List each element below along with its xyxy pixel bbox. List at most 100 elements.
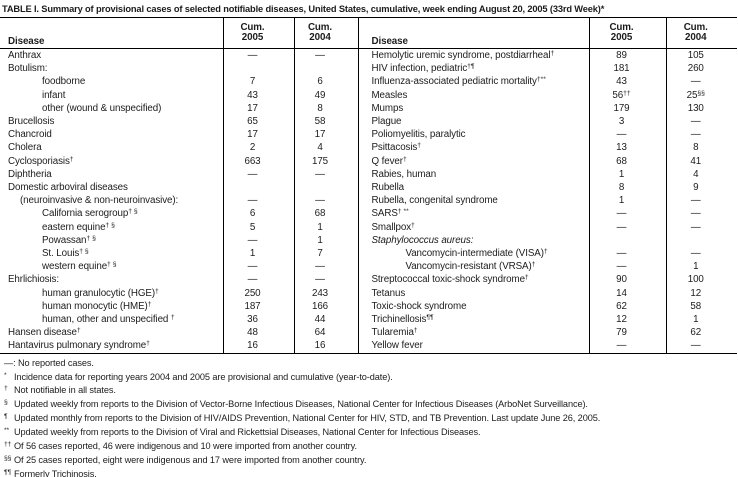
value-cell: 6 — [222, 207, 294, 221]
footnote-marker: † — [69, 155, 74, 163]
disease-cell: HIV infection, pediatric†¶ — [357, 62, 589, 76]
disease-cell: human, other and unspecified † — [0, 313, 223, 326]
value-cell: 5 — [222, 220, 294, 234]
value-cell: — — [588, 128, 666, 142]
col-header-disease-left: Disease — [0, 17, 223, 49]
value-cell: 1 — [588, 167, 666, 182]
footnote-marker: † — [155, 287, 159, 295]
disease-cell: Tularemia† — [357, 326, 589, 340]
value-cell: 65 — [222, 115, 294, 129]
value-cell: — — [222, 273, 294, 287]
value-cell: 90 — [588, 273, 666, 287]
table-row: Botulism: HIV infection, pediatric†¶ 181 26… — [0, 62, 737, 76]
disease-cell: other (wound & unspecified) — [0, 102, 223, 115]
value-cell: 58 — [293, 115, 358, 129]
value-cell: — — [293, 273, 358, 287]
cum-label: Cum. — [240, 21, 265, 33]
value-cell: 4 — [293, 141, 358, 155]
table-row: Hantavirus pulmonary syndrome† 16 16 Yellow… — [0, 339, 737, 354]
footnote-marker: §§ — [697, 89, 705, 97]
footnote-marker: † § — [128, 208, 138, 216]
cum-label: Cum. — [609, 21, 634, 33]
footnote-marker: † § — [105, 221, 115, 229]
footnote-marker: † — [147, 300, 152, 308]
footnote-text: —: No reported cases. — [4, 357, 94, 368]
disease-label: other (wound & unspecified) — [42, 102, 162, 114]
value-cell: 260 — [665, 62, 737, 76]
footnote-text: Updated weekly from reports to the Divis… — [14, 399, 588, 410]
col-header-cum-2005-right: Cum. 2005 — [588, 17, 666, 49]
disease-label: Tularemia — [371, 327, 414, 339]
table-header: Disease Cum. 2005 Cum. 2004 Disease Cum.… — [0, 17, 737, 49]
value-cell: — — [222, 48, 294, 63]
disease-cell: Smallpox† — [357, 220, 589, 234]
disease-cell: Poliomyelitis, paralytic — [357, 128, 589, 142]
value-cell: 2 — [222, 141, 294, 155]
value-cell — [293, 62, 358, 76]
disease-cell: Streptococcal toxic-shock syndrome† — [357, 273, 589, 287]
value-cell: 9 — [665, 181, 737, 195]
table-body: Anthrax — — Hemolytic uremic syndrome, post… — [0, 48, 737, 354]
disease-label: California serogroup — [42, 208, 129, 220]
footnote-marker: † — [543, 248, 548, 256]
value-cell — [665, 233, 737, 248]
value-cell: — — [665, 220, 737, 234]
value-cell: 17 — [293, 128, 358, 142]
footnotes: —: No reported cases. * Incidence data for… — [0, 354, 738, 477]
disease-cell: Plague — [357, 115, 589, 129]
value-cell: 56†† — [588, 88, 666, 102]
disease-label: Rubella, congenital syndrome — [371, 195, 498, 207]
disease-label: Q fever — [371, 155, 404, 167]
disease-cell: California serogroup† § — [0, 207, 223, 220]
disease-cell: Powassan† § — [0, 234, 223, 247]
table-row: Ehrlichiosis: — — Streptococcal toxic-shock… — [0, 273, 737, 287]
value-cell — [222, 181, 294, 195]
table-row: foodborne 7 6 Influenza-associated pediatri… — [0, 75, 737, 89]
value-cell: 43 — [222, 88, 294, 102]
value-cell: — — [222, 233, 294, 248]
table-row: other (wound & unspecified) 17 8 Mumps 179 13… — [0, 101, 737, 116]
disease-label: human, other and unspecified — [42, 314, 171, 326]
footnote-marker: † — [524, 274, 529, 282]
disease-label: Cyclosporiasis — [8, 155, 70, 167]
table-row: human monocytic (HME)† 187 166 Toxic-shock … — [0, 299, 737, 314]
value-cell: 62 — [665, 326, 737, 340]
value-cell: 181 — [588, 62, 666, 76]
disease-label: Powassan — [42, 234, 87, 246]
value-cell: 17 — [222, 101, 294, 116]
footnote-marker: § — [4, 399, 8, 407]
value-cell — [222, 62, 294, 76]
value-cell: — — [665, 75, 737, 89]
disease-label: Hemolytic uremic syndrome, postdiarrheal — [371, 50, 551, 61]
footnote-marker: † — [411, 221, 415, 229]
value-cell: — — [293, 194, 358, 208]
footnote-marker: §§ — [4, 455, 12, 463]
col-header-cum-2005-left: Cum. 2005 — [222, 17, 294, 49]
value-cell: 43 — [588, 75, 666, 89]
disease-label: Hantavirus pulmonary syndrome — [8, 340, 147, 352]
disease-label: Domestic arboviral diseases — [8, 182, 128, 194]
value-cell: 16 — [293, 339, 358, 354]
footnote-text: Updated weekly from reports to the Divis… — [14, 427, 481, 438]
disease-label: Measles — [371, 89, 408, 101]
disease-cell: Psittacosis† — [357, 141, 589, 155]
disease-cell: Rabies, human — [357, 167, 589, 182]
footnote-marker: † — [146, 340, 150, 348]
table-row: California serogroup† § 6 68 SARS† ** — — — [0, 207, 737, 221]
value-cell: — — [222, 167, 294, 182]
disease-cell: Toxic-shock syndrome — [357, 299, 589, 314]
disease-label: Vancomycin-intermediate (VISA) — [405, 248, 544, 260]
value-cell: 49 — [293, 88, 358, 102]
table-row: Chancroid 17 17 Poliomyelitis, paralytic — — — [0, 128, 737, 142]
disease-cell: Rubella, congenital syndrome — [357, 194, 589, 208]
value-cell: 44 — [293, 313, 358, 327]
disease-label: Mumps — [371, 102, 404, 114]
value-cell: 243 — [293, 286, 358, 300]
value-cell: 7 — [293, 247, 358, 261]
value-cell: 79 — [588, 326, 666, 340]
value-cell: 89 — [588, 48, 666, 63]
value-cell: 8 — [293, 101, 358, 116]
disease-cell: St. Louis† § — [0, 247, 223, 260]
disease-label: Botulism: — [8, 63, 48, 75]
